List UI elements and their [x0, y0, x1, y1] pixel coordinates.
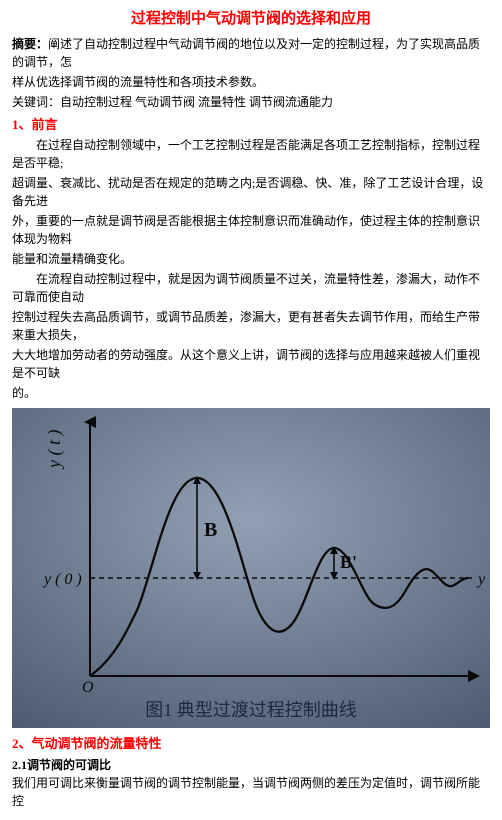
sec2-1-text-1: 我们用可调比来衡量调节阀的调节控制能量，当调节阀两侧的差压为定值时，调节阀所能控	[12, 774, 490, 810]
origin-label: O	[82, 679, 94, 696]
x-axis-label: y	[476, 571, 486, 588]
sec1-text-8: 的。	[12, 384, 490, 402]
sec1-text-3: 外，重要的一点就是调节阀是否能根据主体控制意识而准确动作，使过程主体的控制意识体…	[12, 212, 490, 248]
figure-caption: 图1 典型过渡过程控制曲线	[145, 700, 357, 720]
section-1-head: 1、前言	[12, 115, 490, 135]
keywords-line: 关键词：自动控制过程 气动调节阀 流量特性 调节阀流通能力	[12, 93, 490, 111]
y0-label: y ( 0 )	[42, 571, 82, 588]
doc-title: 过程控制中气动调节阀的选择和应用	[12, 8, 490, 31]
y-axis-label: y ( t )	[44, 430, 65, 470]
sec1-text-2: 超调量、衰减比、扰动是否在规定的范畴之内;是否调稳、快、准，除了工艺设计合理，设…	[12, 174, 490, 210]
sec1-text-5: 在流程自动控制过程中，就是因为调节阀质量不过关，流量特性差，渗漏大，动作不可靠而…	[12, 270, 490, 306]
sec1-text-4: 能量和流量精确变化。	[12, 250, 490, 268]
sec1-text-7: 大大地增加劳动者的劳动强度。从这个意义上讲，调节阀的选择与应用越来越被人们重视是…	[12, 346, 490, 382]
amplitude-B-label: B	[204, 519, 217, 541]
abstract-label: 摘要：	[12, 37, 48, 51]
sec1-text-6: 控制过程失去高品质调节，或调节品质差，渗漏大，更有甚者失去调节作用，而给生产带来…	[12, 308, 490, 344]
abstract-line-2: 样从优选择调节阀的流量特性和各项技术参数。	[12, 73, 490, 91]
figure-1-svg: y ( t ) y ( 0 ) O y B B' 图1 典型过渡过程控制曲线	[12, 408, 490, 728]
sec1-text-1: 在过程自动控制领域中，一个工艺控制过程是否能满足各项工艺控制指标，控制过程是否平…	[12, 136, 490, 172]
abstract-line-1: 摘要：阐述了自动控制过程中气动调节阀的地位以及对一定的控制过程，为了实现高品质的…	[12, 35, 490, 71]
abstract-text-1: 阐述了自动控制过程中气动调节阀的地位以及对一定的控制过程，为了实现高品质的调节，…	[12, 37, 480, 69]
section-2-1-head: 2.1调节阀的可调比	[12, 756, 490, 774]
amplitude-Bp-label: B'	[340, 552, 357, 572]
figure-1-container: y ( t ) y ( 0 ) O y B B' 图1 典型过渡过程控制曲线	[12, 408, 490, 728]
section-2-head: 2、气动调节阀的流量特性	[12, 734, 490, 754]
